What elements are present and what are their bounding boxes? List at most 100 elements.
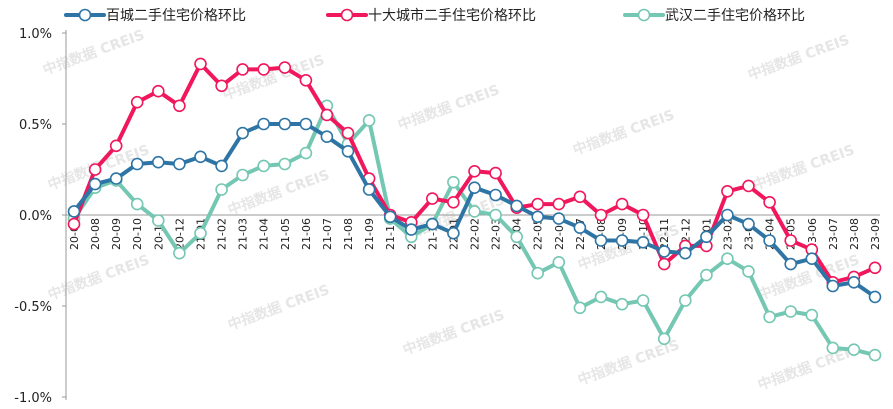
x-tick-label: 23-09 xyxy=(869,218,882,250)
x-tick-label: 21-04 xyxy=(258,218,271,250)
y-tick-label: 0.5% xyxy=(19,118,52,133)
data-point xyxy=(257,117,271,131)
watermark-text: 中指数据 CREIS xyxy=(571,106,677,159)
data-point xyxy=(236,168,249,182)
legend-label: 百城二手住宅价格环比 xyxy=(106,8,246,24)
x-tick-label: 21-09 xyxy=(363,218,376,250)
data-point xyxy=(657,332,671,346)
data-point xyxy=(130,157,144,171)
y-tick-label: 1.0% xyxy=(19,27,52,42)
data-point xyxy=(152,155,165,169)
data-point xyxy=(383,210,397,224)
data-point xyxy=(763,234,776,247)
data-point xyxy=(468,181,481,194)
data-point xyxy=(615,197,629,211)
data-point xyxy=(721,185,734,198)
x-tick-label: 21-02 xyxy=(216,218,229,250)
data-point xyxy=(868,261,882,275)
x-tick-label: 21-08 xyxy=(342,218,355,250)
y-tick-label: 0.0% xyxy=(19,209,52,224)
data-point xyxy=(194,57,207,71)
data-point xyxy=(594,208,608,222)
watermark-text: 中指数据 CREIS xyxy=(396,81,502,134)
data-point xyxy=(447,226,460,240)
x-tick-label: 23-07 xyxy=(827,218,840,250)
data-point xyxy=(678,246,692,260)
data-point xyxy=(742,179,755,193)
data-point xyxy=(678,294,692,307)
data-point xyxy=(173,157,186,171)
legend-marker xyxy=(637,8,651,22)
data-point xyxy=(468,205,481,218)
x-tick-label: 21-06 xyxy=(300,218,313,250)
data-point xyxy=(425,217,439,231)
x-tick-label: 23-02 xyxy=(721,218,734,250)
data-point xyxy=(468,165,481,178)
data-point xyxy=(847,275,861,289)
x-tick-label: 20-09 xyxy=(110,218,123,250)
data-point xyxy=(152,84,165,98)
data-point xyxy=(173,99,186,113)
legend-item-0: 百城二手住宅价格环比 xyxy=(64,8,246,24)
data-point xyxy=(742,265,755,278)
data-point xyxy=(826,341,840,355)
x-tick-label: 20-08 xyxy=(89,218,102,250)
data-point xyxy=(362,114,376,127)
data-point xyxy=(552,255,566,269)
data-point xyxy=(404,223,418,236)
data-point xyxy=(320,108,334,122)
data-point xyxy=(299,117,313,131)
watermark-text: 中指数据 CREIS xyxy=(46,251,152,304)
data-point xyxy=(868,348,882,362)
y-axis: 1.0% 0.5% 0.0% -0.5% -1.0% xyxy=(14,27,67,406)
data-point xyxy=(362,183,376,196)
legend-marker xyxy=(340,8,354,22)
data-point xyxy=(320,130,334,143)
data-point xyxy=(109,172,123,185)
data-point xyxy=(236,63,249,76)
data-point xyxy=(784,234,798,247)
x-tick-label: 22-06 xyxy=(553,218,566,250)
data-point xyxy=(489,208,502,222)
x-tick-label: 21-07 xyxy=(321,218,334,250)
data-point xyxy=(278,117,292,131)
series-layer xyxy=(67,57,882,362)
data-point xyxy=(489,188,502,202)
data-point xyxy=(615,234,629,247)
data-point xyxy=(573,301,587,315)
x-tick-label: 21-10 xyxy=(384,218,397,250)
data-point xyxy=(257,63,271,76)
data-point xyxy=(573,190,587,204)
data-point xyxy=(236,126,249,140)
data-point xyxy=(805,308,819,322)
data-point xyxy=(868,290,882,304)
data-point xyxy=(215,79,228,93)
legend: 百城二手住宅价格环比 十大城市二手住宅价格环比 武汉二手住宅价格环比 xyxy=(64,7,805,24)
x-tick-label: 22-03 xyxy=(490,218,503,250)
data-point xyxy=(173,246,186,260)
data-point xyxy=(552,197,566,211)
data-point xyxy=(510,199,524,213)
watermark-text: 中指数据 CREIS xyxy=(751,141,857,194)
data-point xyxy=(425,192,439,205)
data-point xyxy=(109,139,123,153)
data-point xyxy=(447,196,460,209)
data-point xyxy=(784,305,798,318)
data-point xyxy=(299,74,313,87)
x-tick-label: 23-06 xyxy=(806,218,819,250)
legend-item-1: 十大城市二手住宅价格环比 xyxy=(326,7,536,24)
x-tick-label: 22-02 xyxy=(469,218,482,250)
y-tick-label: -1.0% xyxy=(14,391,52,406)
data-point xyxy=(194,150,207,164)
legend-label: 武汉二手住宅价格环比 xyxy=(665,8,805,24)
data-point xyxy=(636,294,650,307)
legend-item-2: 武汉二手住宅价格环比 xyxy=(623,8,805,24)
watermark-text: 中指数据 CREIS xyxy=(226,281,332,334)
data-point xyxy=(594,290,608,304)
data-point xyxy=(615,297,629,311)
data-point xyxy=(130,197,144,211)
y-tick-label: -0.5% xyxy=(14,300,52,315)
data-point xyxy=(278,61,292,74)
data-point xyxy=(489,166,502,180)
